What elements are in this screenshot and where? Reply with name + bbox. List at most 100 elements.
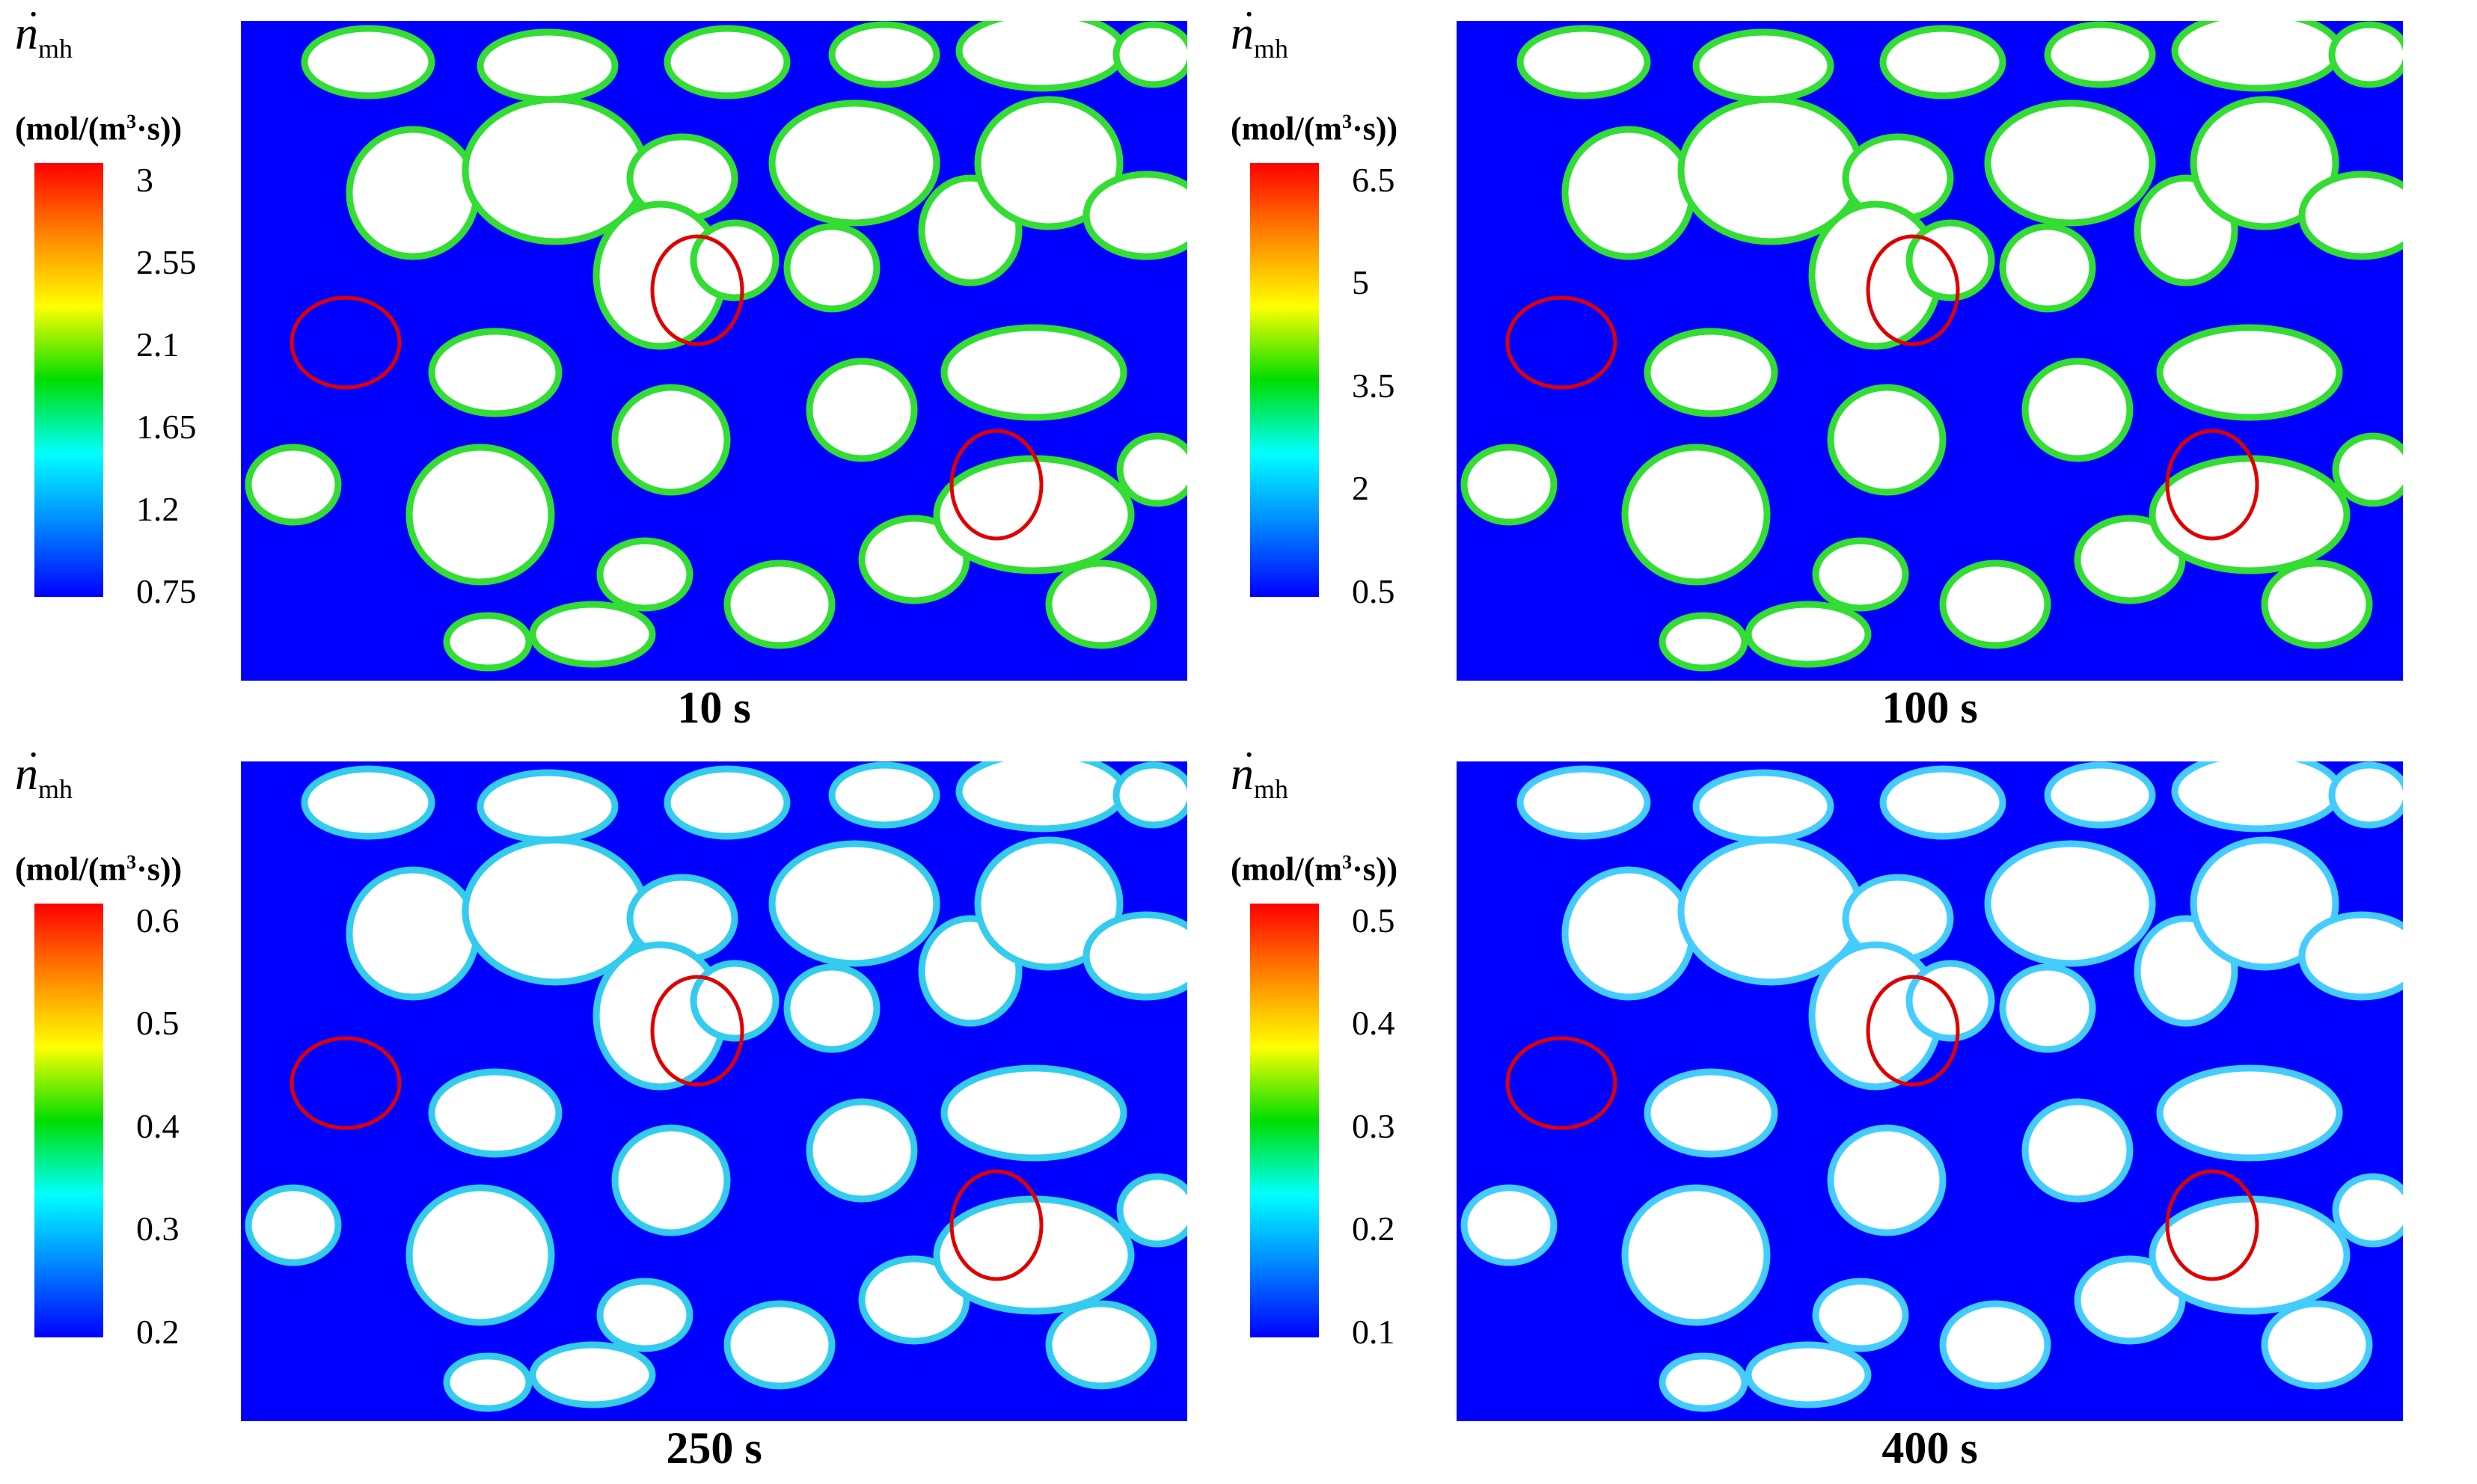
solid-grain	[1516, 765, 1651, 840]
solid-grain	[1659, 1352, 1748, 1412]
solid-grain	[1644, 328, 1778, 417]
solid-grain	[1827, 1124, 1947, 1236]
solid-grain	[1939, 1300, 2051, 1390]
colorbar-tick: 0.6	[136, 901, 180, 939]
solid-grain	[1879, 25, 2006, 99]
solid-grain	[529, 601, 656, 668]
legend-unit: (mol/(m3·s))	[1231, 850, 1398, 888]
solid-grain	[974, 836, 1124, 971]
solid-grain	[783, 963, 881, 1053]
colorbar-tick: 6.5	[1352, 161, 1395, 199]
solid-grain	[1692, 28, 1834, 103]
solid-grain	[1561, 126, 1696, 260]
solid-grain	[2171, 761, 2343, 833]
solid-grain	[2261, 559, 2373, 649]
colorbar-tick: 0.5	[1352, 572, 1395, 610]
solid-grain	[1112, 21, 1187, 88]
solid-grain	[1083, 911, 1187, 1001]
panel-100s: n · mh (mol/(m3·s)) 6.5 5 3.5 2 0.5 100 s	[1216, 0, 2428, 737]
solid-grain	[2332, 432, 2403, 507]
highlight-circle	[2165, 1169, 2259, 1281]
colorbar-tick: 2.1	[136, 325, 180, 364]
colorbar-tick: 0.3	[1352, 1107, 1395, 1145]
solid-grain	[1812, 537, 1909, 612]
solid-grain	[245, 444, 342, 526]
highlight-circle	[290, 1036, 402, 1130]
highlight-circle	[1505, 295, 1617, 390]
solid-grain	[477, 769, 619, 844]
solid-grain	[611, 1124, 731, 1236]
solid-grain	[529, 1341, 656, 1408]
solid-grain	[2298, 171, 2403, 260]
solid-grain	[1083, 171, 1187, 260]
solid-grain	[858, 515, 970, 604]
colorbar-tick: 0.1	[1352, 1313, 1395, 1351]
solid-grain	[1999, 963, 2096, 1053]
panel-250s: n · mh (mol/(m3·s)) 0.6 0.5 0.4 0.3 0.2 25…	[0, 736, 1212, 1477]
solid-grain	[768, 99, 940, 227]
solid-grain	[2328, 21, 2403, 88]
solid-grain	[443, 612, 533, 672]
solid-grain	[974, 96, 1124, 230]
solid-grain	[806, 1098, 918, 1203]
solid-grain	[828, 761, 940, 829]
solid-grain	[2156, 1064, 2343, 1162]
legend-unit: (mol/(m3·s))	[15, 850, 183, 888]
colorbar-tick: 0.5	[1352, 901, 1395, 939]
solid-grain	[2190, 836, 2339, 971]
porous-field	[241, 21, 1187, 681]
legend-unit: (mol/(m3·s))	[15, 110, 183, 147]
porous-field	[1457, 761, 2403, 1421]
legend-symbol: n · mh	[1231, 734, 1289, 804]
time-label: 100 s	[1882, 683, 1978, 732]
highlight-circle	[1866, 975, 1960, 1087]
solid-grain	[2328, 761, 2403, 829]
colorbar-tick: 3.5	[1352, 367, 1395, 405]
highlight-circle	[2165, 429, 2259, 541]
solid-grain	[301, 25, 435, 99]
colorbar	[1250, 904, 1319, 1337]
solid-grain	[723, 559, 836, 649]
solid-grain	[1999, 223, 2096, 313]
solid-grain	[1984, 840, 2156, 967]
colorbar-tick: 2.55	[136, 243, 197, 281]
panel-10s: n · mh (mol/(m3·s)) 3 2.55 2.1 1.65 1.2 0.…	[0, 0, 1212, 737]
solid-grain	[1745, 1341, 1872, 1408]
highlight-circle	[949, 1169, 1044, 1281]
solid-grain	[768, 840, 940, 967]
solid-grain	[940, 1064, 1127, 1162]
solid-grain	[806, 358, 918, 462]
solid-grain	[2332, 1173, 2403, 1248]
solid-grain	[428, 328, 563, 417]
solid-grain	[2021, 1098, 2134, 1203]
solid-grain	[477, 28, 619, 103]
colorbar-tick: 1.65	[136, 408, 197, 446]
solid-grain	[428, 1068, 563, 1158]
solid-grain	[955, 21, 1127, 92]
highlight-circle	[290, 295, 402, 390]
solid-grain	[2044, 761, 2156, 829]
highlight-circle	[949, 429, 1044, 541]
colorbar-tick: 0.2	[1352, 1209, 1395, 1248]
solid-grain	[1659, 612, 1748, 672]
solid-grain	[2298, 911, 2403, 1001]
solid-grain	[664, 765, 791, 840]
solid-grain	[1939, 559, 2051, 649]
colorbar-tick: 0.4	[136, 1107, 180, 1145]
solid-grain	[1812, 1278, 1909, 1352]
solid-grain	[1460, 444, 1558, 526]
solid-grain	[346, 866, 480, 1001]
colorbar-tick: 0.4	[1352, 1004, 1395, 1042]
solid-grain	[2074, 515, 2186, 604]
solid-grain	[1692, 769, 1834, 844]
panel-400s: n · mh (mol/(m3·s)) 0.5 0.4 0.3 0.2 0.1 40…	[1216, 734, 2428, 1477]
solid-grain	[1116, 1173, 1187, 1248]
solid-grain	[1621, 1184, 1771, 1326]
solid-grain	[1644, 1068, 1778, 1158]
colorbar-tick: 2	[1352, 469, 1369, 507]
solid-grain	[2044, 21, 2156, 88]
time-label: 10 s	[677, 683, 751, 732]
solid-grain	[346, 126, 480, 260]
colorbar-tick: 1.2	[136, 490, 180, 528]
colorbar	[34, 163, 103, 597]
